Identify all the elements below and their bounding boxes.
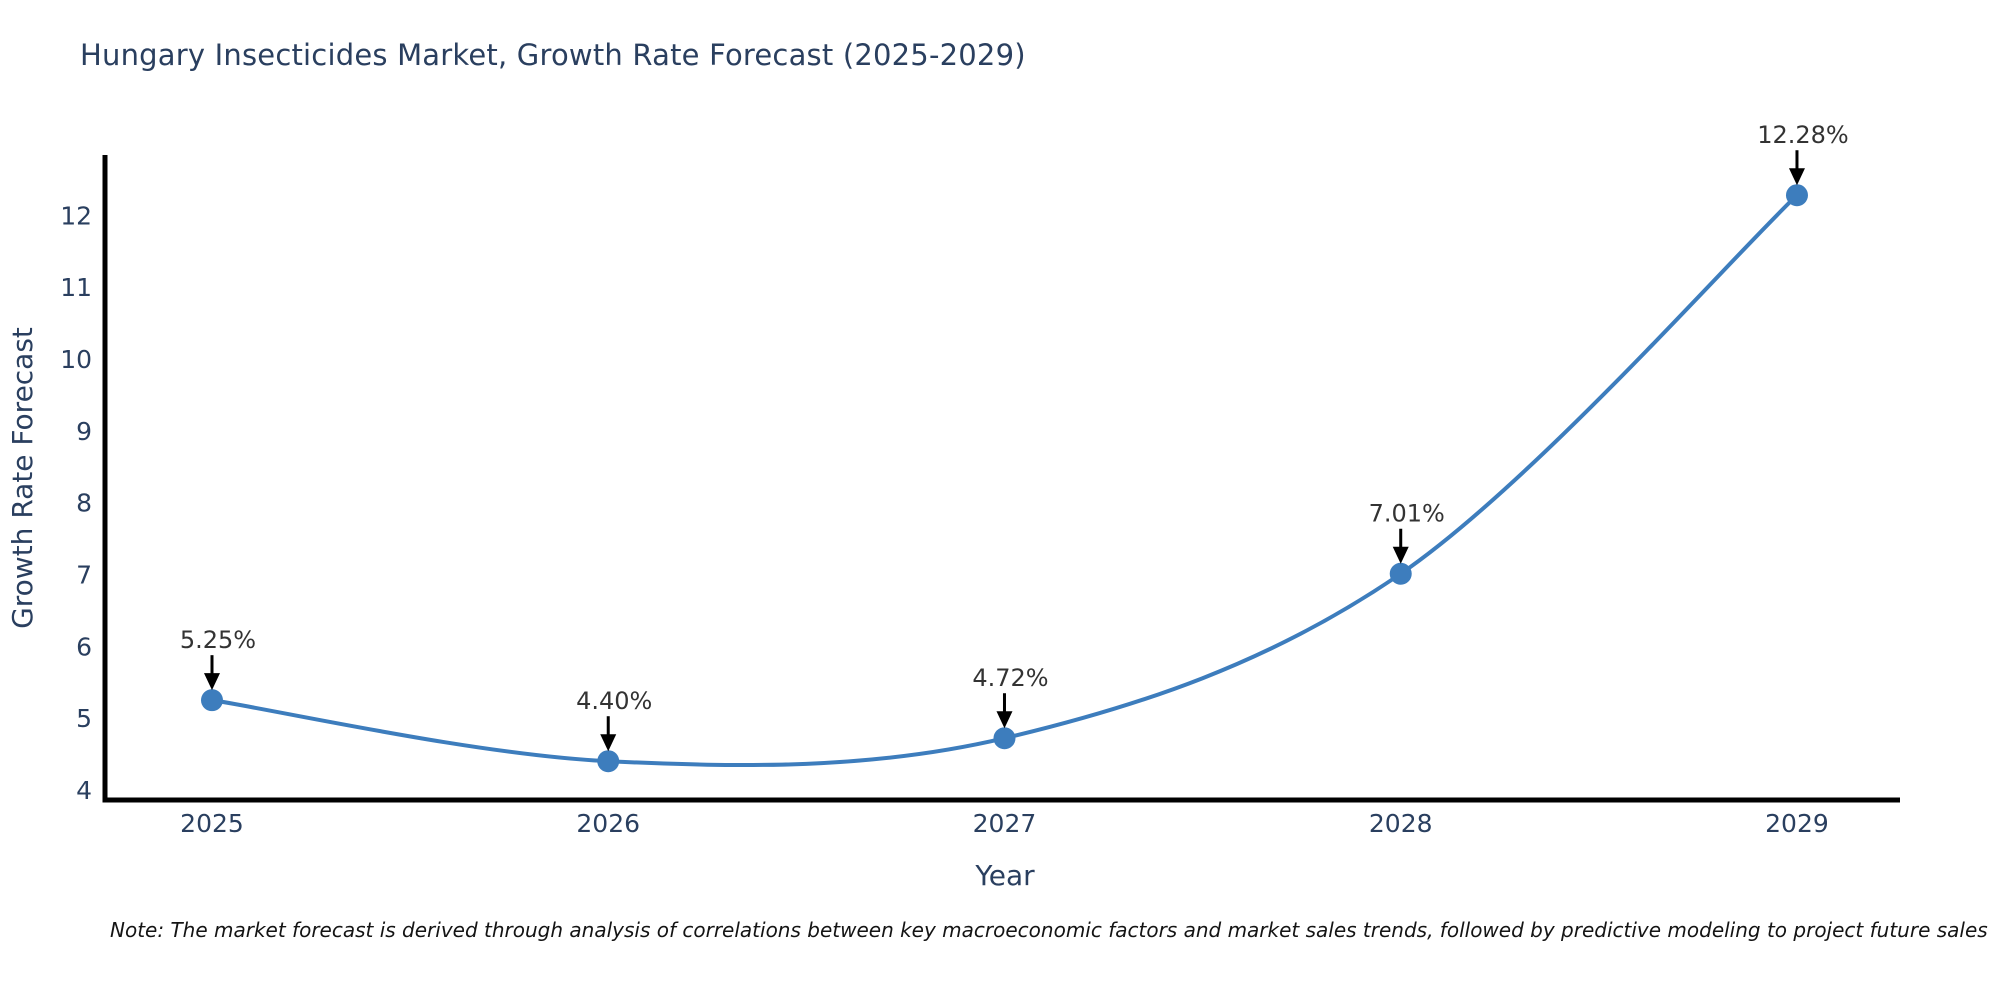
x-tick-label: 2025 bbox=[180, 809, 244, 838]
x-tick-label: 2027 bbox=[973, 809, 1037, 838]
point-annotations: 5.25% 4.40% 4.72% 7.01% 12.28% bbox=[180, 121, 1849, 752]
footnote: Note: The market forecast is derived thr… bbox=[110, 918, 1988, 942]
y-tick-labels: 4 5 6 7 8 9 10 11 12 bbox=[60, 201, 92, 805]
point-annotation: 4.72% bbox=[972, 664, 1049, 729]
x-tick-label: 2028 bbox=[1369, 809, 1433, 838]
data-points bbox=[200, 184, 1808, 773]
point-annotation: 7.01% bbox=[1369, 500, 1445, 564]
y-tick-label: 7 bbox=[76, 560, 92, 589]
axes bbox=[102, 155, 1900, 803]
annotation-label: 5.25% bbox=[180, 626, 256, 654]
point-annotation: 5.25% bbox=[180, 626, 256, 691]
data-point[interactable] bbox=[993, 727, 1016, 750]
x-tick-label: 2029 bbox=[1765, 809, 1829, 838]
y-tick-label: 9 bbox=[76, 417, 92, 446]
x-tick-label: 2026 bbox=[576, 809, 640, 838]
chart-title: Hungary Insecticides Market, Growth Rate… bbox=[80, 38, 1026, 72]
y-tick-label: 6 bbox=[76, 632, 92, 661]
annotation-arrowhead-icon bbox=[996, 711, 1013, 729]
annotation-label: 12.28% bbox=[1757, 121, 1849, 149]
annotation-label: 7.01% bbox=[1369, 500, 1445, 528]
annotation-label: 4.72% bbox=[972, 664, 1048, 692]
annotation-label: 4.40% bbox=[576, 687, 652, 715]
point-annotation: 12.28% bbox=[1757, 121, 1849, 186]
point-annotation: 4.40% bbox=[576, 687, 652, 752]
y-tick-label: 4 bbox=[76, 776, 92, 805]
data-point[interactable] bbox=[1785, 184, 1808, 207]
y-tick-label: 12 bbox=[60, 201, 92, 230]
y-tick-label: 10 bbox=[60, 345, 92, 374]
x-axis-title: Year bbox=[974, 859, 1035, 892]
annotation-arrowhead-icon bbox=[203, 673, 220, 691]
y-axis-title: Growth Rate Forecast bbox=[6, 327, 39, 629]
y-tick-label: 8 bbox=[76, 489, 92, 518]
y-tick-label: 5 bbox=[76, 704, 92, 733]
data-point[interactable] bbox=[1389, 562, 1412, 585]
annotation-arrowhead-icon bbox=[600, 734, 617, 752]
annotation-arrowhead-icon bbox=[1788, 168, 1805, 186]
y-tick-label: 11 bbox=[60, 273, 92, 302]
x-tick-labels: 2025 2026 2027 2028 2029 bbox=[180, 809, 1829, 838]
annotation-arrowhead-icon bbox=[1392, 546, 1409, 564]
data-point[interactable] bbox=[597, 750, 620, 773]
data-point[interactable] bbox=[200, 689, 223, 712]
